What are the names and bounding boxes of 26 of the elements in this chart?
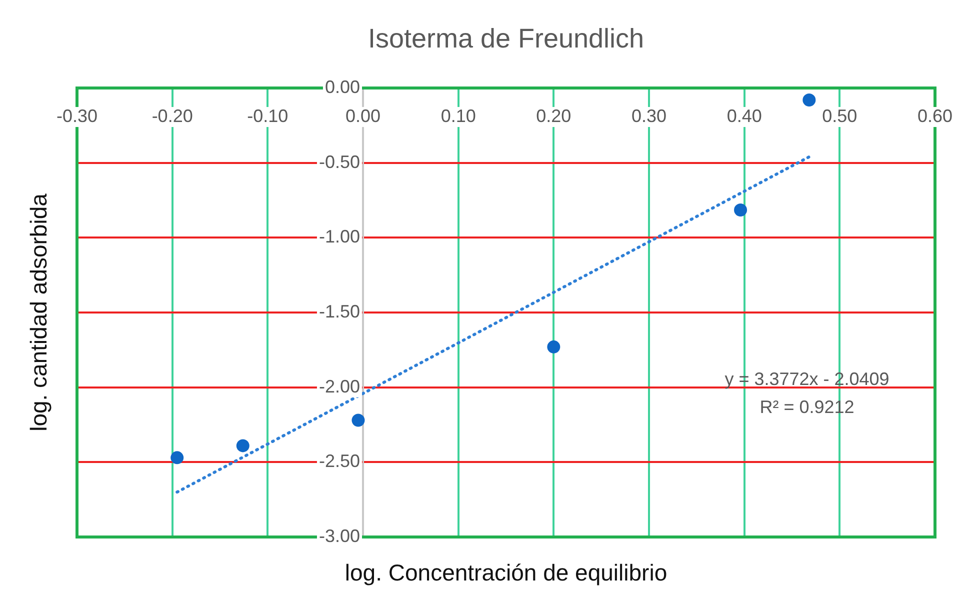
x-tick-label: 0.00 — [345, 106, 381, 126]
point — [547, 340, 560, 354]
chart-title: Isoterma de Freundlich — [368, 23, 644, 54]
y-axis-title: log. cantidad adsorbida — [25, 193, 52, 432]
y-tick-label: -1.50 — [318, 301, 360, 322]
y-tick-label: -1.00 — [318, 226, 360, 247]
y-tick-label: 0.00 — [324, 76, 360, 97]
point — [802, 93, 816, 106]
point — [170, 451, 184, 464]
y-tick-label: -3.00 — [318, 526, 360, 546]
y-tick-label: -2.00 — [318, 376, 360, 396]
point — [352, 414, 365, 427]
x-axis-title: log. Concentración de equilibrio — [344, 559, 668, 586]
x-tick-label: 0.60 — [917, 106, 953, 126]
x-tick-label: 0.30 — [631, 106, 667, 126]
y-tick-label: -2.50 — [318, 451, 360, 472]
y-tick-label: -0.50 — [318, 152, 360, 172]
x-tick-label: -0.10 — [247, 106, 288, 126]
x-tick-label: 0.40 — [726, 106, 762, 126]
point — [734, 203, 748, 216]
x-tick-label: 0.20 — [536, 106, 572, 126]
x-tick-label: 0.10 — [440, 106, 476, 126]
x-tick-label: -0.30 — [56, 106, 98, 126]
point — [236, 439, 250, 452]
x-tick-label: -0.20 — [152, 106, 193, 126]
x-tick-label: 0.50 — [822, 106, 858, 126]
